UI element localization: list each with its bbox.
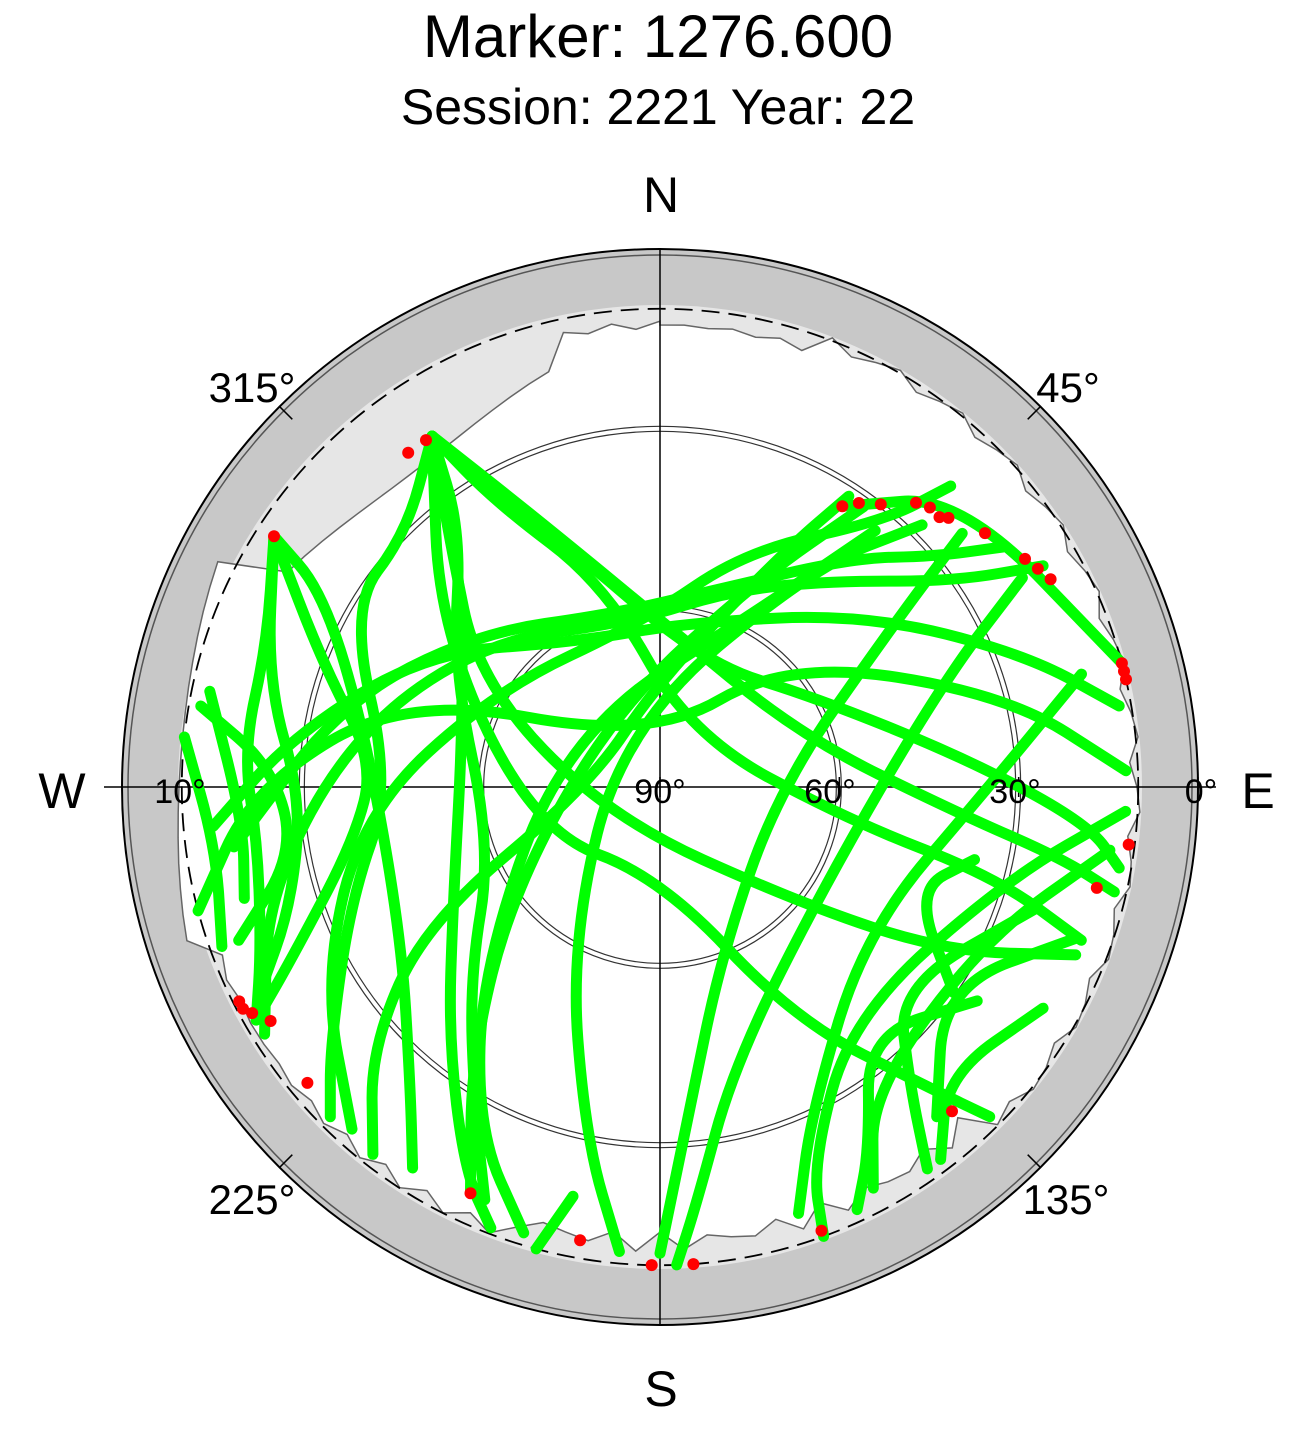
satellite-track-2 [326,480,957,1135]
south-label: S [644,1361,677,1417]
track-endpoint-10 [1031,562,1044,575]
track-endpoint-19 [687,1258,700,1271]
satellite-track-35 [204,685,250,904]
track-endpoint-18 [815,1224,828,1237]
azimuth-label-315: 315° [209,364,296,411]
track-endpoint-17 [946,1105,958,1118]
track-endpoint-30 [420,434,432,447]
satellite-track-24 [324,430,438,1123]
track-endpoint-28 [268,530,280,543]
track-endpoint-22 [464,1187,477,1200]
track-endpoint-24 [264,1015,277,1027]
track-endpoints [233,434,1135,1272]
satellite-track-29 [426,430,1125,874]
satellite-track-11 [654,527,968,1259]
track-endpoint-27 [233,995,246,1008]
satellite-track-16 [931,932,1082,1123]
elevation-label-0: 0° [1185,773,1218,811]
satellite-track-21 [530,1190,579,1255]
azimuth-tick-315 [279,406,293,420]
azimuth-tick-225 [279,1154,293,1168]
chart-subtitle: Session: 2221 Year: 22 [400,79,916,135]
chart-title: Marker: 1276.600 [422,3,894,70]
track-endpoint-23 [301,1076,314,1089]
track-endpoint-29 [402,446,415,459]
track-endpoint-7 [942,511,955,524]
track-endpoint-6 [933,511,946,524]
west-label: W [38,763,86,819]
elevation-label-90: 90° [634,773,685,811]
azimuth-tick-45 [1027,406,1041,420]
east-label: E [1241,763,1274,819]
azimuth-label-225: 225° [209,1176,296,1223]
track-endpoint-4 [910,496,922,509]
north-label: N [643,167,679,223]
azimuth-label-135: 135° [1023,1176,1110,1223]
track-endpoint-25 [246,1007,259,1020]
track-endpoint-1 [836,500,849,513]
elevation-label-60: 60° [804,773,855,811]
satellite-track-17 [897,903,1041,1175]
azimuth-label-45: 45° [1036,364,1100,411]
satellite-track-36 [178,731,228,952]
track-endpoint-3 [874,498,887,511]
track-endpoint-16 [1090,881,1103,894]
satellite-tracks [178,430,1132,1271]
satellite-track-13 [793,668,1087,1219]
satellite-track-12 [671,572,1028,1271]
satellite-track-27 [426,430,1087,946]
satellite-track-10 [570,519,928,1257]
track-endpoint-14 [1120,673,1132,686]
track-endpoint-2 [852,497,865,509]
track-endpoint-15 [1122,838,1135,851]
satellite-track-6 [192,666,1132,917]
satellite-track-33 [268,530,419,1174]
track-endpoint-11 [1044,573,1057,586]
track-endpoint-21 [574,1234,587,1247]
azimuth-tick-135 [1027,1154,1041,1168]
track-endpoint-9 [1019,552,1031,565]
elevation-label-30: 30° [989,773,1040,811]
satellite-track-14 [811,805,1132,1242]
track-endpoint-8 [979,527,991,540]
satellite-track-25 [426,430,996,1123]
satellite-track-20 [921,854,980,999]
satellite-track-26 [426,430,1082,961]
elevation-label-10: 10° [154,773,205,811]
track-endpoint-5 [923,501,936,514]
track-endpoint-20 [645,1259,658,1272]
